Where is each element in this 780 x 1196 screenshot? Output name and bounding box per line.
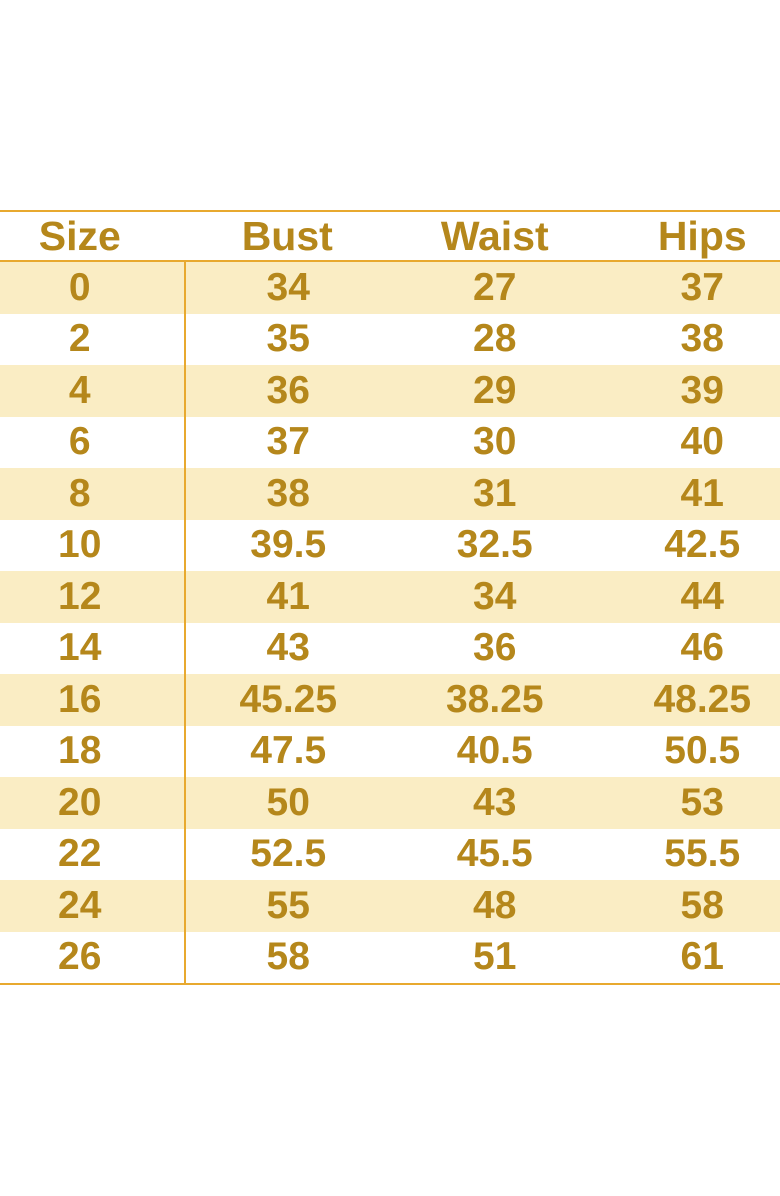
- column-header-hips: Hips: [657, 212, 747, 259]
- size-cell: 4: [68, 368, 91, 412]
- size-cell: 8: [68, 471, 91, 515]
- measurement-cell: 55: [183, 880, 392, 932]
- column-header-waist: Waist: [440, 212, 549, 259]
- size-cell: 10: [58, 523, 102, 567]
- size-cell: 6: [68, 420, 91, 464]
- size-cell: 12: [58, 574, 102, 618]
- table-row: 12 41 34 44: [0, 571, 780, 623]
- table-row: 18 47.5 40.5 50.5: [0, 725, 780, 777]
- measurement-cell: 45.25: [183, 674, 392, 726]
- measurement-cell: 28: [473, 317, 517, 361]
- table-row: 24 55 48 58: [0, 880, 780, 932]
- measurement-cell: 39: [680, 368, 724, 412]
- measurement-cell: 48.25: [653, 677, 752, 721]
- measurement-cell: 47.5: [183, 725, 392, 777]
- size-cell: 18: [58, 729, 102, 773]
- measurement-cell: 38.25: [445, 677, 544, 721]
- measurement-cell: 51: [473, 935, 517, 979]
- size-cell: 24: [58, 883, 102, 927]
- size-cell: 2: [68, 317, 91, 361]
- measurement-cell: 44: [680, 574, 724, 618]
- measurement-cell: 41: [183, 571, 392, 623]
- measurement-cell: 43: [183, 622, 392, 674]
- measurement-cell: 38: [680, 317, 724, 361]
- table-row: 16 45.25 38.25 48.25: [0, 674, 780, 726]
- measurement-cell: 53: [680, 780, 724, 824]
- measurement-cell: 46: [680, 626, 724, 670]
- measurement-cell: 48: [473, 883, 517, 927]
- size-cell: 20: [58, 780, 102, 824]
- measurement-cell: 31: [473, 471, 517, 515]
- table-row: 8 38 31 41: [0, 468, 780, 520]
- measurement-cell: 36: [473, 626, 517, 670]
- measurement-cell: 50: [183, 777, 392, 829]
- table-row: 0 34 27 37: [0, 262, 780, 314]
- measurement-cell: 45.5: [456, 832, 533, 876]
- measurement-cell: 55.5: [664, 832, 741, 876]
- measurement-cell: 52.5: [183, 828, 392, 880]
- measurement-cell: 58: [680, 883, 724, 927]
- table-body: 0 34 27 37 2 35 28 38 4 36 29 39 6 37 30 40 8 38 31 41 10 39.…: [0, 262, 780, 983]
- table-row: 26 58 51 61: [0, 931, 780, 983]
- measurement-cell: 41: [680, 471, 724, 515]
- measurement-cell: 36: [183, 365, 392, 417]
- size-chart-table: Size Bust Waist Hips 0 34 27 37 2 35 28 38 4 36 29…: [0, 210, 780, 985]
- size-cell: 0: [68, 265, 91, 309]
- measurement-cell: 58: [183, 931, 392, 983]
- table-row: 20 50 43 53: [0, 777, 780, 829]
- measurement-cell: 40.5: [456, 729, 533, 773]
- measurement-cell: 39.5: [183, 519, 392, 571]
- column-header-bust: Bust: [241, 212, 333, 259]
- measurement-cell: 30: [473, 420, 517, 464]
- measurement-cell: 42.5: [664, 523, 741, 567]
- measurement-cell: 34: [183, 262, 392, 314]
- measurement-cell: 29: [473, 368, 517, 412]
- table-header-row: Size Bust Waist Hips: [0, 212, 780, 262]
- measurement-cell: 32.5: [456, 523, 533, 567]
- measurement-cell: 61: [680, 935, 724, 979]
- table-row: 10 39.5 32.5 42.5: [0, 519, 780, 571]
- measurement-cell: 43: [473, 780, 517, 824]
- column-header-size: Size: [38, 212, 121, 259]
- size-cell: 14: [58, 626, 102, 670]
- measurement-cell: 50.5: [664, 729, 741, 773]
- measurement-cell: 27: [473, 265, 517, 309]
- table-row: 4 36 29 39: [0, 365, 780, 417]
- size-cell: 22: [58, 832, 102, 876]
- table-row: 22 52.5 45.5 55.5: [0, 828, 780, 880]
- table-row: 2 35 28 38: [0, 313, 780, 365]
- measurement-cell: 40: [680, 420, 724, 464]
- table-row: 14 43 36 46: [0, 622, 780, 674]
- table-row: 6 37 30 40: [0, 416, 780, 468]
- measurement-cell: 38: [183, 468, 392, 520]
- size-cell: 26: [58, 935, 102, 979]
- size-cell: 16: [58, 677, 102, 721]
- measurement-cell: 37: [680, 265, 724, 309]
- measurement-cell: 34: [473, 574, 517, 618]
- measurement-cell: 35: [183, 313, 392, 365]
- measurement-cell: 37: [183, 416, 392, 468]
